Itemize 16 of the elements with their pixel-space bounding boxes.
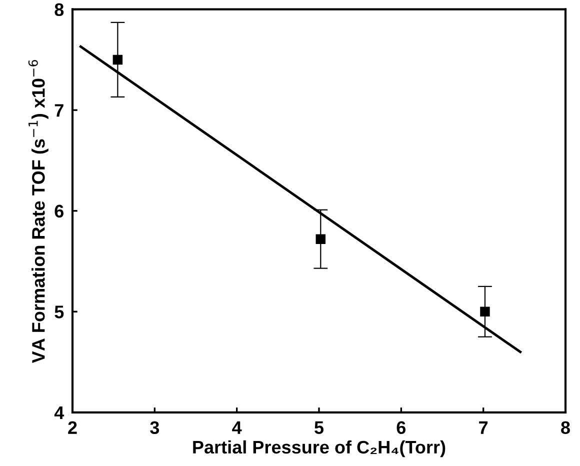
point bbox=[316, 234, 326, 244]
y-tick-label: 4 bbox=[54, 406, 64, 419]
x-tick-label: 2 bbox=[68, 421, 77, 434]
x-axis-title: Partial Pressure of C₂H₄(Torr) bbox=[193, 440, 446, 458]
x-tick-label: 6 bbox=[396, 421, 406, 434]
y-tick-label: 7 bbox=[54, 104, 64, 117]
x-tick-label: 3 bbox=[150, 421, 160, 434]
point bbox=[480, 306, 490, 316]
y-tick-label: 8 bbox=[54, 3, 64, 16]
y-axis-title: VA Formation Rate TOF (s$^{−1}$) x10$^{−6}$ bbox=[28, 60, 48, 364]
x-tick-label: 5 bbox=[314, 421, 324, 434]
x-tick-label: 7 bbox=[479, 421, 488, 434]
x-tick-label: 8 bbox=[561, 421, 570, 434]
y-tick-label: 6 bbox=[54, 204, 64, 218]
y-tick-label: 5 bbox=[54, 306, 64, 318]
x-tick-label: 4 bbox=[232, 421, 242, 434]
